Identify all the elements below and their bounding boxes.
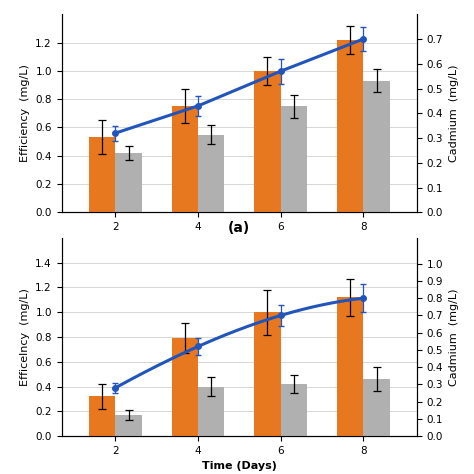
X-axis label: Time (Days): Time (Days) — [202, 461, 277, 471]
Bar — [115, 153, 142, 212]
Bar — [172, 106, 198, 212]
Bar — [364, 379, 390, 436]
Bar — [364, 81, 390, 212]
Bar — [198, 386, 225, 436]
Bar — [337, 297, 364, 436]
Text: (a): (a) — [228, 220, 250, 235]
Bar — [281, 106, 307, 212]
Y-axis label: Cadmium  (mg/L): Cadmium (mg/L) — [449, 288, 459, 386]
Y-axis label: Efficiency  (mg/L): Efficiency (mg/L) — [20, 64, 30, 162]
Bar — [89, 137, 115, 212]
Bar — [254, 312, 281, 436]
Y-axis label: Cadmium  (mg/L): Cadmium (mg/L) — [449, 64, 459, 162]
Bar — [115, 415, 142, 436]
Bar — [198, 135, 225, 212]
Bar — [89, 396, 115, 436]
Bar — [337, 40, 364, 212]
Bar — [254, 71, 281, 212]
Y-axis label: Efficelncy  (mg/L): Efficelncy (mg/L) — [20, 288, 30, 386]
Bar — [281, 384, 307, 436]
Bar — [172, 338, 198, 436]
